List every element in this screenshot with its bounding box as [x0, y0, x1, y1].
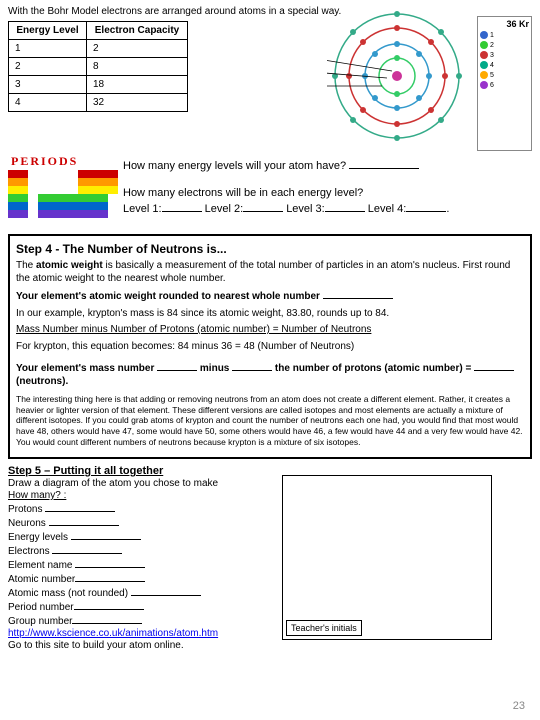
blank-level3[interactable] [325, 202, 365, 212]
blank-protons2[interactable] [45, 502, 115, 512]
blank-neurons[interactable] [49, 516, 119, 526]
blank-atomicmass[interactable] [131, 586, 201, 596]
atom-link[interactable]: http://www.kscience.co.uk/animations/ato… [8, 628, 218, 639]
step5-section: Step 5 – Putting it all together Draw a … [8, 465, 532, 651]
blank-atomic-weight[interactable] [323, 289, 393, 299]
blank-group[interactable] [72, 614, 142, 624]
teacher-initials-box[interactable]: Teacher's initials [286, 620, 362, 636]
blank-level4[interactable] [406, 202, 446, 212]
energy-level-table: Energy LevelElectron Capacity 12 28 318 … [8, 21, 188, 112]
energy-questions: How many energy levels will your atom ha… [123, 158, 449, 218]
bohr-model-diagram [327, 6, 467, 146]
table-row: 28 [9, 58, 188, 76]
periods-section: PERIODS How many energy levels will your… [8, 153, 532, 228]
table-row: 12 [9, 40, 188, 58]
table-row: 318 [9, 76, 188, 94]
atom-drawing-box[interactable]: Teacher's initials [282, 475, 492, 640]
blank-energy-levels[interactable] [349, 159, 419, 169]
step4-title: Step 4 - The Number of Neutrons is... [16, 242, 524, 256]
element-legend: 36 Kr 1 2 3 4 5 6 [477, 16, 532, 151]
table-row: 432 [9, 94, 188, 112]
col-energy: Energy Level [9, 22, 87, 40]
blank-elementname[interactable] [75, 558, 145, 568]
col-capacity: Electron Capacity [86, 22, 187, 40]
blank-mass[interactable] [157, 361, 197, 371]
blank-level2[interactable] [243, 202, 283, 212]
blank-atomicnum[interactable] [75, 572, 145, 582]
periods-label: PERIODS [8, 153, 118, 170]
blank-period[interactable] [74, 600, 144, 610]
blank-electrons[interactable] [52, 544, 122, 554]
periodic-table-icon: PERIODS [8, 153, 118, 223]
blank-energylevels[interactable] [71, 530, 141, 540]
blank-neutrons[interactable] [474, 361, 514, 371]
top-section: Energy LevelElectron Capacity 12 28 318 … [8, 21, 532, 151]
page-number: 23 [513, 700, 525, 712]
blank-protons[interactable] [232, 361, 272, 371]
step4-box: Step 4 - The Number of Neutrons is... Th… [8, 234, 532, 459]
blank-level1[interactable] [162, 202, 202, 212]
legend-title: 36 Kr [480, 19, 529, 29]
